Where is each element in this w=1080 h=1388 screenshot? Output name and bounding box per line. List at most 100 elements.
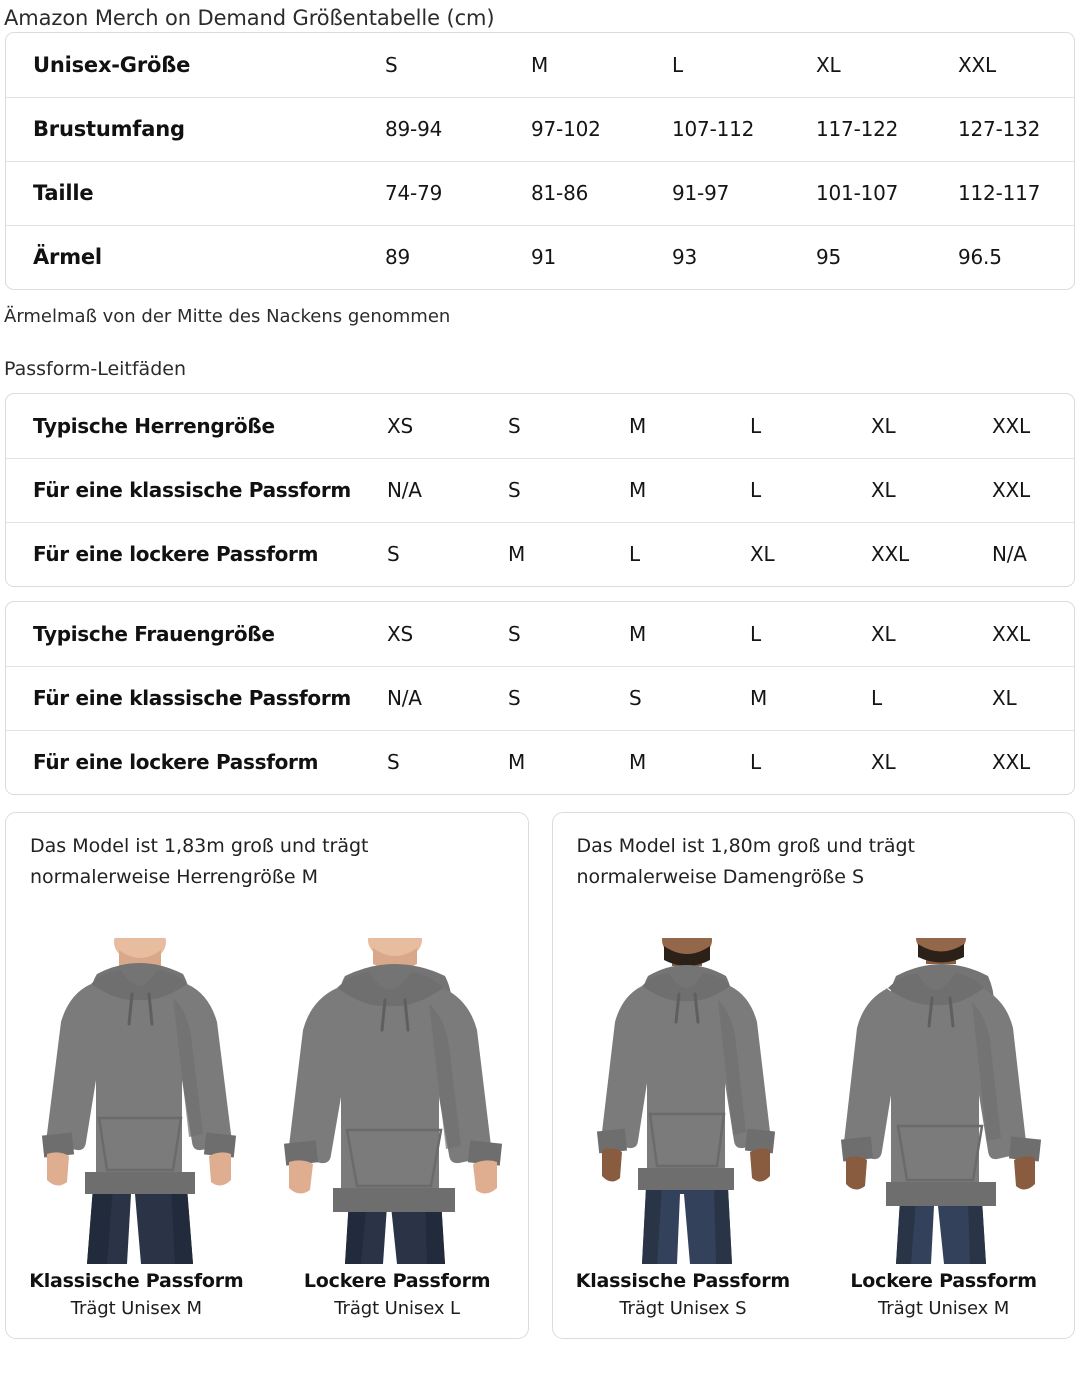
figure-wrap-mens-classic	[12, 893, 267, 1264]
cell-waist-xxl: 112-117	[933, 160, 1074, 225]
row-label-mens-classic: Für eine klassische Passform	[6, 457, 361, 522]
header-label-womens: Typische Frauengröße	[33, 621, 275, 646]
table-row: Für eine klassische Passform N/A S M L X…	[6, 457, 1074, 522]
header-womens-l: L	[750, 621, 761, 646]
cell-womens-relaxed-3: L	[724, 729, 845, 794]
cell-mens-classic-5: XXL	[966, 457, 1074, 522]
header-womens-s: S	[508, 621, 521, 646]
row-label-womens-classic: Für eine klassische Passform	[6, 665, 361, 730]
cell-womens-classic-2: S	[603, 665, 724, 730]
cell-mens-classic-3: L	[724, 457, 845, 522]
fit-wears-womens-classic: Trägt Unisex S	[619, 1298, 747, 1319]
model-card-mens: Das Model ist 1,83m groß und trägt norma…	[5, 812, 529, 1339]
table-row: Für eine klassische Passform N/A S S M L…	[6, 665, 1074, 730]
figure-wrap-womens-relaxed	[813, 893, 1068, 1264]
unisex-size-table: Unisex-Größe S M L XL XXL Brustumfang 89…	[6, 33, 1074, 289]
womens-fit-table: Typische Frauengröße XS S M L XL XXL Für…	[6, 602, 1074, 794]
header-womens-xxl: XXL	[992, 621, 1030, 646]
fit-name-mens-classic: Klassische Passform	[29, 1270, 244, 1292]
fit-col-womens-classic: Klassische Passform Trägt Unisex S	[553, 1268, 814, 1324]
cell-mens-relaxed-5: N/A	[966, 521, 1074, 586]
cell-sleeve-xxl: 96.5	[933, 224, 1074, 289]
cell-chest-xxl: 127-132	[933, 96, 1074, 161]
cell-womens-classic-5: XL	[966, 665, 1074, 730]
cell-waist-l: 91-97	[649, 160, 791, 225]
table-row-header: Unisex-Größe S M L XL XXL	[6, 33, 1074, 97]
header-size-xxl: XXL	[958, 52, 996, 77]
table-row: Taille 74-79 81-86 91-97 101-107 112-117	[6, 160, 1074, 225]
header-womens-xs: XS	[387, 621, 413, 646]
figure-wrap-mens-relaxed	[267, 893, 522, 1264]
unisex-size-table-card: Unisex-Größe S M L XL XXL Brustumfang 89…	[5, 32, 1075, 290]
male-model-relaxed-fit-illustration	[284, 938, 503, 1264]
cell-waist-m: 81-86	[507, 160, 649, 225]
table-row: Für eine lockere Passform S M M L XL XXL	[6, 729, 1074, 794]
cell-womens-classic-3: M	[724, 665, 845, 730]
fit-labels-mens: Klassische Passform Trägt Unisex M Locke…	[6, 1264, 528, 1338]
table-row-header: Typische Frauengröße XS S M L XL XXL	[6, 602, 1074, 666]
header-mens-xxl: XXL	[992, 413, 1030, 438]
cell-mens-relaxed-1: M	[482, 521, 603, 586]
row-label-waist: Taille	[6, 160, 361, 225]
cell-mens-classic-1: S	[482, 457, 603, 522]
cell-mens-relaxed-0: S	[361, 521, 482, 586]
fit-wears-womens-relaxed: Trägt Unisex M	[878, 1298, 1010, 1319]
cell-chest-s: 89-94	[361, 96, 507, 161]
header-size-xl: XL	[816, 52, 841, 77]
model-cards-row: Das Model ist 1,83m groß und trägt norma…	[5, 812, 1075, 1339]
figure-wrap-womens-classic	[559, 893, 814, 1264]
cell-mens-classic-0: N/A	[361, 457, 482, 522]
cell-womens-relaxed-2: M	[603, 729, 724, 794]
table-row-header: Typische Herrengröße XS S M L XL XXL	[6, 394, 1074, 458]
female-model-classic-fit-illustration	[596, 938, 775, 1264]
row-label-womens-relaxed: Für eine lockere Passform	[6, 729, 361, 794]
fit-wears-mens-classic: Trägt Unisex M	[70, 1298, 202, 1319]
model-caption-womens: Das Model ist 1,80m groß und trägt norma…	[576, 835, 916, 888]
header-womens-xl: XL	[871, 621, 896, 646]
mens-fit-table-card: Typische Herrengröße XS S M L XL XXL Für…	[5, 393, 1075, 587]
cell-womens-classic-0: N/A	[361, 665, 482, 730]
fit-col-mens-relaxed: Lockere Passform Trägt Unisex L	[267, 1268, 528, 1324]
cell-chest-xl: 117-122	[791, 96, 933, 161]
womens-fit-table-card: Typische Frauengröße XS S M L XL XXL Für…	[5, 601, 1075, 795]
cell-womens-relaxed-1: M	[482, 729, 603, 794]
page-title: Amazon Merch on Demand Größentabelle (cm…	[4, 6, 495, 30]
header-mens-l: L	[750, 413, 761, 438]
fit-name-mens-relaxed: Lockere Passform	[303, 1270, 491, 1292]
fit-col-womens-relaxed: Lockere Passform Trägt Unisex M	[813, 1268, 1074, 1324]
cell-waist-xl: 101-107	[791, 160, 933, 225]
male-model-classic-fit-illustration	[42, 938, 237, 1264]
model-figures-mens	[6, 893, 528, 1264]
model-figures-womens	[553, 893, 1075, 1264]
cell-sleeve-l: 93	[649, 224, 791, 289]
table-row: Ärmel 89 91 93 95 96.5	[6, 224, 1074, 289]
header-mens-m: M	[629, 413, 647, 438]
row-label-sleeve: Ärmel	[6, 224, 361, 289]
cell-sleeve-s: 89	[361, 224, 507, 289]
fit-col-mens-classic: Klassische Passform Trägt Unisex M	[6, 1268, 267, 1324]
cell-mens-relaxed-2: L	[603, 521, 724, 586]
row-label-mens-relaxed: Für eine lockere Passform	[6, 521, 361, 586]
fit-labels-womens: Klassische Passform Trägt Unisex S Locke…	[553, 1264, 1075, 1338]
header-mens-s: S	[508, 413, 521, 438]
model-card-womens: Das Model ist 1,80m groß und trägt norma…	[551, 812, 1075, 1339]
header-label: Unisex-Größe	[33, 52, 191, 77]
header-size-m: M	[531, 52, 549, 77]
cell-chest-l: 107-112	[649, 96, 791, 161]
fit-name-womens-relaxed: Lockere Passform	[850, 1270, 1037, 1292]
female-model-relaxed-fit-illustration	[840, 938, 1041, 1264]
mens-fit-table: Typische Herrengröße XS S M L XL XXL Für…	[6, 394, 1074, 586]
fit-name-womens-classic: Klassische Passform	[575, 1270, 791, 1292]
cell-womens-classic-4: L	[845, 665, 966, 730]
cell-mens-relaxed-4: XXL	[845, 521, 966, 586]
table-row: Brustumfang 89-94 97-102 107-112 117-122…	[6, 96, 1074, 161]
cell-mens-relaxed-3: XL	[724, 521, 845, 586]
cell-mens-classic-4: XL	[845, 457, 966, 522]
cell-womens-relaxed-5: XXL	[966, 729, 1074, 794]
header-size-l: L	[672, 52, 683, 77]
table-row: Für eine lockere Passform S M L XL XXL N…	[6, 521, 1074, 586]
header-mens-xs: XS	[387, 413, 413, 438]
cell-waist-s: 74-79	[361, 160, 507, 225]
model-caption-mens: Das Model ist 1,83m groß und trägt norma…	[30, 835, 369, 888]
